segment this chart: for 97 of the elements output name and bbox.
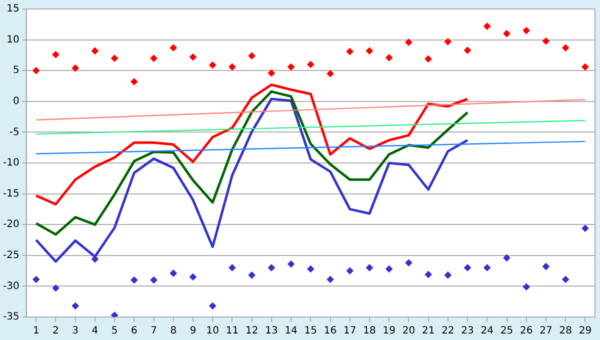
point <box>130 78 138 86</box>
x-tick-label: 26 <box>520 326 533 337</box>
point <box>150 276 158 284</box>
x-tick-label: 27 <box>540 326 552 337</box>
point <box>522 27 530 34</box>
x-tick-label: 5 <box>111 326 118 337</box>
point <box>288 63 295 70</box>
y-tick-label: 10 <box>6 34 20 46</box>
point <box>228 63 236 70</box>
y-tick-label: -25 <box>2 250 20 261</box>
point <box>405 38 412 46</box>
point <box>91 47 98 54</box>
x-tick-label: 23 <box>461 326 474 337</box>
point <box>307 60 314 68</box>
point <box>72 302 79 310</box>
point <box>503 30 510 38</box>
point <box>346 48 354 56</box>
x-tick-label: 8 <box>170 326 177 337</box>
x-tick-label: 9 <box>190 326 196 337</box>
x-tick-label: 11 <box>226 326 239 337</box>
point <box>190 273 197 280</box>
point <box>386 54 393 62</box>
point <box>582 224 589 232</box>
point <box>366 47 373 54</box>
x-tick-label: 25 <box>500 326 514 337</box>
point <box>130 276 138 284</box>
point <box>326 276 334 283</box>
x-tick-label: 4 <box>92 326 98 337</box>
point <box>72 64 79 72</box>
point <box>522 283 530 290</box>
point <box>562 44 570 52</box>
y-tick-label: -10 <box>2 158 20 169</box>
x-tick-label: 3 <box>72 326 79 337</box>
point <box>582 63 589 70</box>
x-tick-label: 19 <box>382 326 396 337</box>
point <box>307 265 314 272</box>
x-tick-label: 22 <box>442 326 454 337</box>
x-tick-label: 2 <box>52 326 59 337</box>
point <box>366 264 373 272</box>
point <box>542 262 550 270</box>
y-tick-label: 15 <box>6 4 20 15</box>
y-tick-label: 5 <box>12 65 20 76</box>
x-tick-label: 21 <box>422 326 435 337</box>
x-tick-label: 16 <box>324 326 337 337</box>
point <box>190 54 197 61</box>
x-tick-label: 15 <box>304 326 318 337</box>
point <box>170 270 177 277</box>
point <box>346 267 354 274</box>
point <box>32 276 40 283</box>
point <box>209 62 216 69</box>
point <box>32 67 40 74</box>
x-tick-label: 7 <box>150 326 157 337</box>
x-tick-label: 14 <box>284 326 298 337</box>
point <box>405 259 412 266</box>
point <box>150 54 158 62</box>
y-tick-label: -5 <box>9 126 20 138</box>
x-tick-label: 10 <box>206 326 219 337</box>
point <box>111 312 118 317</box>
point <box>444 272 452 279</box>
x-tick-label: 1 <box>32 326 40 337</box>
point <box>424 270 432 278</box>
point <box>484 22 491 30</box>
point <box>562 276 570 283</box>
y-tick-label: -35 <box>2 312 20 323</box>
point <box>268 264 275 272</box>
y-tick-label: -20 <box>2 219 20 230</box>
x-tick-label: 18 <box>363 326 376 337</box>
point <box>52 284 60 292</box>
point <box>52 51 60 58</box>
point <box>170 44 177 52</box>
x-tick-label: 29 <box>578 326 592 337</box>
point <box>484 264 491 272</box>
x-tick-label: 17 <box>344 326 356 337</box>
y-tick-label: 0 <box>12 96 20 107</box>
x-tick-label: 28 <box>559 326 572 337</box>
point <box>326 70 334 78</box>
point <box>424 55 432 62</box>
point <box>268 70 275 77</box>
x-tick-label: 13 <box>265 326 278 337</box>
x-tick-label: 6 <box>130 326 138 337</box>
y-tick-label: -15 <box>2 188 20 200</box>
point <box>248 272 256 279</box>
x-tick-label: 20 <box>402 326 416 337</box>
point <box>111 54 118 62</box>
point <box>386 265 393 272</box>
point <box>464 264 472 272</box>
point <box>464 46 472 54</box>
y-tick-label: -30 <box>2 280 20 292</box>
x-tick-label: 24 <box>480 326 494 337</box>
point <box>542 38 550 45</box>
point <box>209 302 216 310</box>
point <box>444 38 452 46</box>
point <box>248 52 256 60</box>
point <box>503 254 510 262</box>
x-tick-label: 12 <box>245 326 258 337</box>
point <box>288 260 295 268</box>
point <box>228 264 236 272</box>
